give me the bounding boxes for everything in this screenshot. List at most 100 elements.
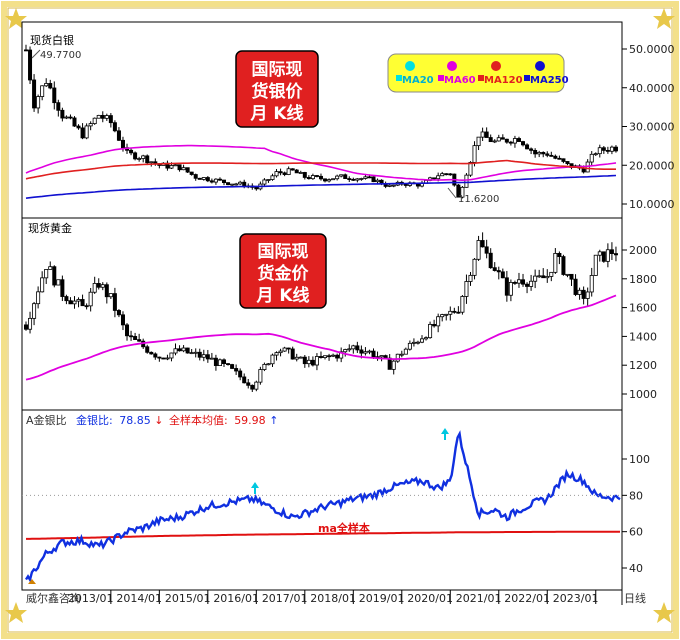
candle-body (585, 291, 590, 299)
y-tick-label: 40 (629, 562, 643, 575)
candle-body (298, 172, 303, 174)
x-tick-label: 2016/01 (213, 592, 259, 605)
x-axis: 威尔鑫咨询 2013/01 2014/01 2015/01 2016/01 2017/0… (26, 590, 646, 605)
candle-body (149, 161, 154, 164)
gold-title-badge: 国际现 货金价 月 K线 (239, 233, 327, 309)
candle-body (351, 345, 356, 350)
candle-body (36, 96, 41, 109)
candle-body (64, 296, 69, 302)
sample-mean-name: 全样本均值: (169, 413, 228, 427)
candle-body (529, 148, 534, 151)
x-tick-label: 2021/01 (456, 592, 502, 605)
candle-body (589, 275, 594, 293)
candle-body (512, 138, 517, 144)
candle-body (23, 49, 28, 52)
candle-body (480, 131, 485, 138)
candle-body (157, 356, 162, 359)
candle-body (274, 171, 279, 177)
candle-body (460, 296, 465, 313)
candle-body (52, 266, 57, 286)
silver-badge-line-3: 月 K线 (249, 103, 303, 124)
candle-body (500, 137, 505, 140)
candle-body (468, 161, 473, 176)
candle-body (456, 184, 461, 198)
candle-body (129, 335, 134, 338)
candle-body (533, 150, 538, 155)
candle-body (250, 384, 255, 390)
y-tick-label: 20.0000 (629, 159, 675, 172)
candle-body (161, 357, 166, 360)
candle-body (573, 278, 578, 295)
candle-body (464, 174, 469, 188)
candle-body (88, 291, 93, 307)
sample-mean-value: 59.98 (234, 414, 266, 427)
candle-body (480, 240, 485, 248)
candle-body (294, 169, 299, 174)
silver-ma120-line (25, 159, 616, 180)
candle-body (108, 293, 113, 298)
candle-body (375, 179, 380, 183)
silver-panel: 现货白银 50.0000 40.0000 30.0000 20.0000 10.0000… (23, 33, 675, 211)
candle-body (274, 352, 279, 356)
gold-panel: 现货黄金 2000 1800 1600 1400 1200 1000 国际现 货金价 月 … (23, 221, 657, 401)
ratio-peak-arrow-2020 (441, 428, 449, 440)
candle-body (379, 355, 384, 358)
candle-body (407, 342, 412, 350)
candle-body (537, 151, 542, 155)
candle-body (403, 348, 408, 355)
candle-body (529, 280, 534, 287)
candle-body (185, 167, 190, 173)
x-tick-label: 2020/01 (407, 592, 453, 605)
candle-body (347, 178, 352, 180)
candle-body (593, 254, 598, 276)
candle-body (565, 161, 570, 165)
candle-body (96, 283, 101, 288)
candle-body (484, 131, 489, 138)
candle-body (593, 153, 598, 156)
candle-body (601, 251, 606, 262)
candle-body (197, 351, 202, 358)
candle-body (32, 303, 37, 319)
candle-body (282, 347, 287, 352)
candle-body (209, 357, 214, 360)
candle-body (234, 183, 239, 186)
frame-corner-stars (5, 8, 675, 623)
y-tick-label: 80 (629, 489, 643, 502)
candle-body (468, 274, 473, 282)
silver-title-badge: 国际现 货银价 月 K线 (235, 50, 319, 128)
candle-body (492, 267, 497, 271)
candle-body (331, 354, 336, 357)
candle-body (226, 363, 231, 366)
candle-body (323, 178, 328, 182)
legend-ma20-dot (405, 61, 415, 71)
ratio-low-marker (28, 579, 36, 584)
candle-body (403, 183, 408, 186)
candle-body (565, 273, 570, 276)
candle-body (217, 178, 222, 181)
candle-body (153, 353, 158, 358)
candle-body (68, 300, 73, 305)
x-tick-label: 2018/01 (310, 592, 356, 605)
candle-body (141, 155, 146, 159)
candle-body (613, 253, 618, 256)
candle-body (314, 356, 319, 366)
candle-body (32, 79, 37, 109)
candle-body (504, 277, 509, 296)
candle-body (561, 158, 566, 162)
gold-badge-line-2: 货金价 (258, 263, 310, 284)
ratio-arrow-down: ↓ (154, 414, 163, 427)
candle-body (36, 291, 41, 305)
candle-body (318, 175, 323, 180)
candle-body (496, 137, 501, 142)
candle-body (133, 336, 138, 341)
candle-body (181, 167, 186, 171)
candle-body (452, 310, 457, 313)
candle-body (23, 324, 28, 330)
candle-body (92, 117, 97, 124)
candle-body (238, 370, 243, 378)
candle-body (145, 346, 150, 353)
candle-body (335, 175, 340, 180)
candle-body (177, 164, 182, 171)
candle-body (133, 152, 138, 160)
candle-body (44, 83, 49, 87)
